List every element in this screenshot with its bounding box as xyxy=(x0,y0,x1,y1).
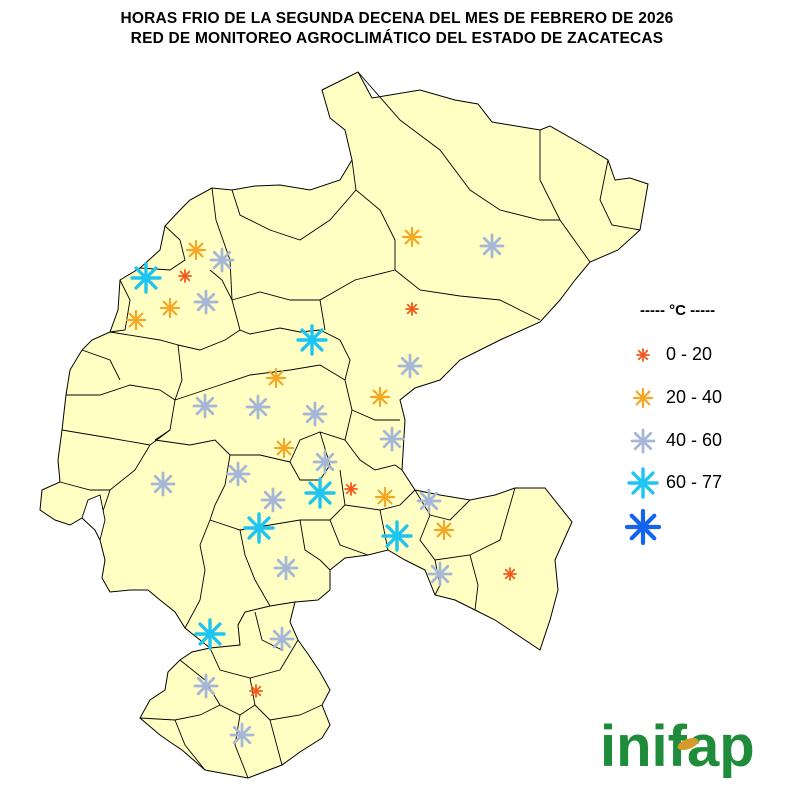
station-marker-icon xyxy=(273,555,299,581)
station-marker-icon xyxy=(178,269,192,283)
logo-text: inifap xyxy=(600,714,755,779)
station-marker-icon xyxy=(374,486,396,508)
station-marker-icon xyxy=(159,297,181,319)
station-marker-icon xyxy=(229,722,255,748)
station-marker-icon xyxy=(302,401,328,427)
west-pocket xyxy=(81,494,106,542)
logo-leaf-icon xyxy=(677,737,699,751)
legend-marker-icon xyxy=(624,508,662,546)
station-marker-icon xyxy=(296,324,328,356)
legend-marker-icon xyxy=(636,348,650,362)
station-marker-icon xyxy=(194,618,226,650)
station-marker-icon xyxy=(273,437,295,459)
station-marker-icon xyxy=(433,519,455,541)
station-marker-icon xyxy=(130,262,162,294)
station-marker-icon xyxy=(185,239,207,261)
legend-label-3: 60 - 77 xyxy=(666,472,723,492)
legend-icons xyxy=(624,348,662,546)
legend-label-0: 0 - 20 xyxy=(666,344,713,364)
legend-marker-icon xyxy=(627,467,659,499)
station-marker-icon xyxy=(304,477,336,509)
station-marker-icon xyxy=(269,626,295,652)
station-marker-icon xyxy=(416,488,442,514)
station-marker-icon xyxy=(381,520,413,552)
legend-header: ----- °C ----- xyxy=(640,302,716,319)
map-title-line-1: HORAS FRIO DE LA SEGUNDA DECENA DEL MES … xyxy=(120,10,674,27)
map-title-line-2: RED DE MONITOREO AGROCLIMÁTICO DEL ESTAD… xyxy=(130,30,664,47)
station-marker-icon xyxy=(249,684,263,698)
station-marker-icon xyxy=(225,461,251,487)
legend-marker-icon xyxy=(630,428,656,454)
station-marker-icon xyxy=(312,449,338,475)
station-marker-icon xyxy=(150,471,176,497)
station-marker-icon xyxy=(401,226,423,248)
station-marker-icon xyxy=(369,386,391,408)
station-marker-icon xyxy=(427,561,453,587)
station-marker-icon xyxy=(344,482,358,496)
state-land xyxy=(39,71,649,779)
station-marker-icon xyxy=(260,487,286,513)
municipal-boundaries xyxy=(59,71,641,779)
legend-label-2: 40 - 60 xyxy=(666,430,723,450)
station-marker-icon xyxy=(479,233,505,259)
station-marker-icon xyxy=(193,673,219,699)
station-marker-icon xyxy=(193,289,219,315)
station-marker-icon xyxy=(125,309,147,331)
state-outline xyxy=(39,71,649,779)
station-marker-icon xyxy=(245,394,271,420)
station-marker-icon xyxy=(192,393,218,419)
station-marker-icon xyxy=(265,367,287,389)
legend-label-1: 20 - 40 xyxy=(666,387,723,407)
station-marker-icon xyxy=(209,247,235,273)
station-marker-icon xyxy=(397,353,423,379)
station-marker-icon xyxy=(405,302,419,316)
inifap-logo: inifap xyxy=(600,714,755,779)
station-markers xyxy=(125,226,517,748)
station-marker-icon xyxy=(503,567,517,581)
station-marker-icon xyxy=(243,512,275,544)
legend-marker-icon xyxy=(632,387,654,409)
station-marker-icon xyxy=(379,426,405,452)
